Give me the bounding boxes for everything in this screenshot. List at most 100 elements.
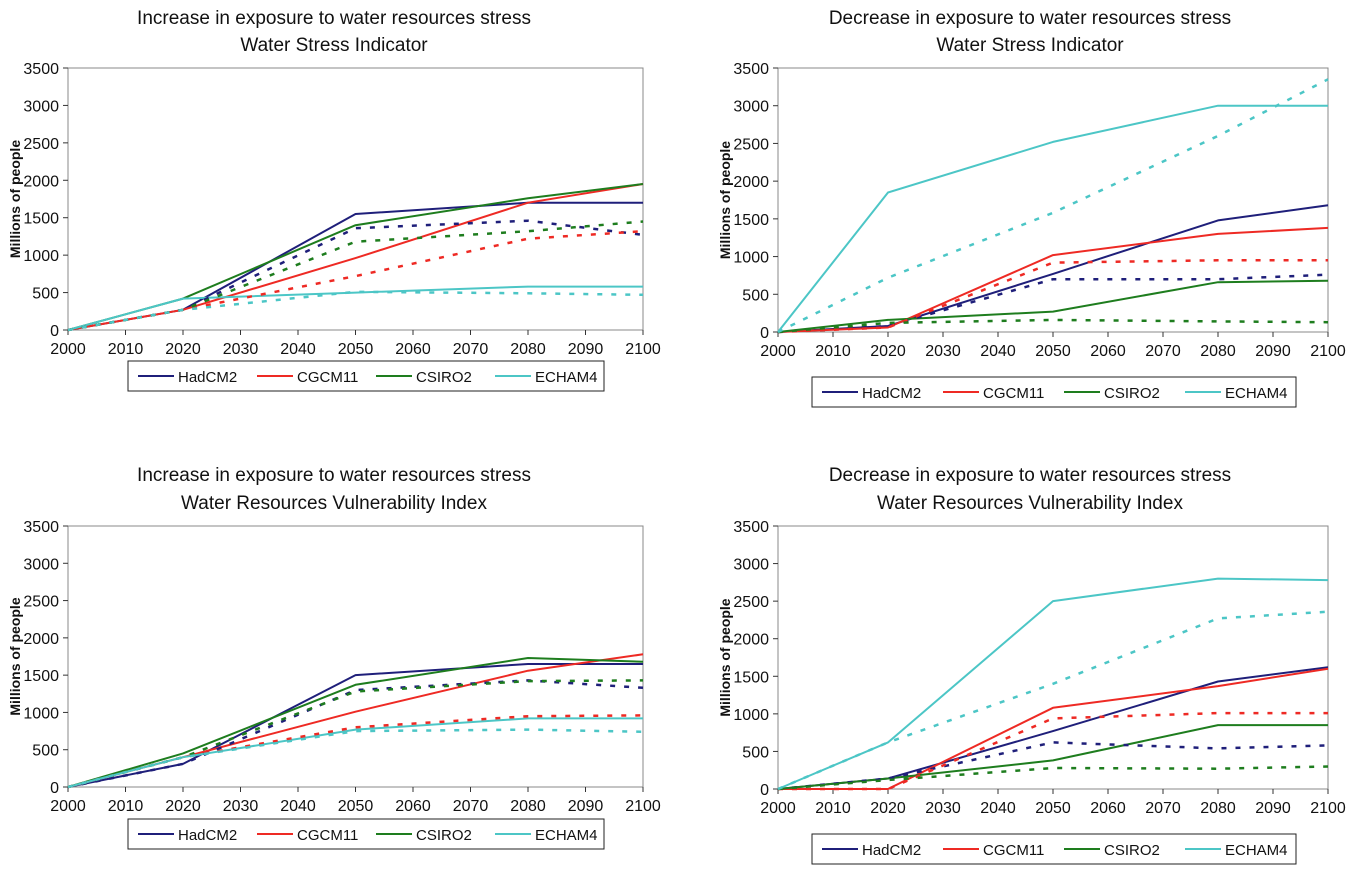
legend-label: HadCM2 — [178, 369, 237, 386]
x-tick-label: 2070 — [1145, 343, 1181, 360]
x-tick-label: 2080 — [510, 341, 546, 358]
series-line-cgcm11-dashed — [67, 714, 644, 789]
legend-label: CSIRO2 — [1104, 385, 1160, 402]
legend-label: CGCM11 — [297, 827, 358, 844]
x-tick-label: 2000 — [760, 343, 796, 360]
y-tick-label: 0 — [50, 780, 59, 797]
y-axis-label: Millions of people — [717, 141, 733, 259]
legend-label: HadCM2 — [862, 385, 921, 402]
x-tick-label: 2000 — [760, 800, 796, 817]
x-tick-label: 2100 — [1310, 800, 1346, 817]
x-tick-label: 2100 — [1310, 343, 1346, 360]
series-line-hadcm2-solid — [67, 201, 643, 331]
chart-title: Decrease in exposure to water resources … — [829, 465, 1231, 486]
y-tick-label: 500 — [32, 743, 59, 760]
x-tick-label: 2050 — [338, 341, 374, 358]
y-tick-label: 0 — [760, 325, 769, 342]
y-tick-label: 500 — [742, 287, 769, 304]
x-tick-label: 2020 — [870, 343, 906, 360]
x-tick-label: 2080 — [1200, 800, 1236, 817]
legend-label: ECHAM4 — [535, 369, 598, 386]
chart-panel-1: Increase in exposure to water resources … — [7, 8, 661, 392]
chart-subtitle: Water Resources Vulnerability Index — [877, 493, 1183, 514]
chart-title: Increase in exposure to water resources … — [137, 465, 531, 486]
chart-title: Increase in exposure to water resources … — [137, 8, 531, 29]
y-tick-label: 1500 — [23, 668, 59, 685]
y-tick-label: 3500 — [733, 519, 769, 536]
legend-label: CGCM11 — [983, 385, 1044, 402]
y-tick-label: 1000 — [23, 705, 59, 722]
x-tick-label: 2050 — [338, 798, 374, 815]
x-tick-label: 2030 — [925, 343, 961, 360]
series-line-csiro2-solid — [777, 279, 1329, 333]
x-tick-label: 2070 — [453, 798, 489, 815]
series-line-cgcm11-solid — [778, 667, 1329, 790]
y-tick-label: 0 — [50, 323, 59, 340]
y-tick-label: 2500 — [23, 594, 59, 611]
y-tick-label: 3500 — [23, 519, 59, 536]
y-tick-label: 1500 — [733, 212, 769, 229]
series-line-cgcm11-dashed — [67, 229, 644, 332]
x-tick-label: 2060 — [1090, 343, 1126, 360]
legend-label: CSIRO2 — [416, 827, 472, 844]
x-tick-label: 2000 — [50, 798, 86, 815]
x-tick-label: 2090 — [1255, 800, 1291, 817]
series-line-hadcm2-solid — [777, 666, 1329, 790]
legend-label: CSIRO2 — [416, 369, 472, 386]
series-line-hadcm2-dashed — [67, 219, 644, 332]
series-line-csiro2-solid — [67, 657, 644, 788]
series-line-echam4-dashed — [67, 290, 644, 332]
x-tick-label: 2020 — [165, 798, 201, 815]
x-tick-label: 2030 — [223, 341, 259, 358]
y-tick-label: 0 — [760, 782, 769, 799]
series-line-echam4-solid — [67, 285, 643, 331]
x-tick-label: 2040 — [280, 341, 316, 358]
x-tick-label: 2060 — [1090, 800, 1126, 817]
series-line-csiro2-dashed — [777, 765, 1329, 791]
x-tick-label: 2040 — [280, 798, 316, 815]
chart-panel-2: Decrease in exposure to water resources … — [717, 8, 1346, 408]
x-tick-label: 2050 — [1035, 343, 1071, 360]
y-tick-label: 1000 — [733, 250, 769, 267]
y-tick-label: 3500 — [733, 61, 769, 78]
x-tick-label: 2010 — [815, 343, 851, 360]
x-tick-label: 2090 — [568, 341, 604, 358]
legend-label: HadCM2 — [178, 827, 237, 844]
legend-label: ECHAM4 — [1225, 385, 1288, 402]
x-tick-label: 2080 — [1200, 343, 1236, 360]
series-line-csiro2-solid — [777, 724, 1328, 790]
chart-title: Decrease in exposure to water resources … — [829, 8, 1231, 29]
plot-area — [777, 67, 1329, 333]
series-line-echam4-solid — [67, 717, 643, 788]
y-tick-label: 2000 — [23, 173, 59, 190]
y-tick-label: 2000 — [733, 632, 769, 649]
y-axis-label: Millions of people — [7, 597, 23, 715]
y-tick-label: 1000 — [733, 707, 769, 724]
chart-subtitle: Water Stress Indicator — [936, 35, 1124, 56]
plot-area — [67, 525, 644, 788]
x-tick-label: 2020 — [870, 800, 906, 817]
series-line-echam4-solid — [777, 104, 1328, 333]
y-tick-label: 1500 — [733, 669, 769, 686]
y-tick-label: 500 — [742, 744, 769, 761]
plot-area — [777, 525, 1329, 790]
y-tick-label: 2500 — [733, 594, 769, 611]
y-tick-label: 3000 — [23, 98, 59, 115]
legend-label: CGCM11 — [983, 842, 1044, 859]
x-tick-label: 2100 — [625, 341, 661, 358]
series-line-csiro2-solid — [67, 183, 644, 331]
series-line-echam4-dashed — [777, 78, 1329, 334]
series-line-csiro2-dashed — [67, 679, 644, 789]
x-tick-label: 2090 — [1255, 343, 1291, 360]
x-tick-label: 2040 — [980, 800, 1016, 817]
y-tick-label: 3000 — [23, 556, 59, 573]
series-line-hadcm2-solid — [777, 204, 1329, 333]
y-tick-label: 2000 — [733, 174, 769, 191]
chart-subtitle: Water Stress Indicator — [240, 35, 428, 56]
y-tick-label: 1000 — [23, 248, 59, 265]
series-line-hadcm2-dashed — [67, 679, 644, 789]
y-tick-label: 2000 — [23, 631, 59, 648]
series-line-echam4-dashed — [777, 610, 1329, 791]
x-tick-label: 2090 — [568, 798, 604, 815]
